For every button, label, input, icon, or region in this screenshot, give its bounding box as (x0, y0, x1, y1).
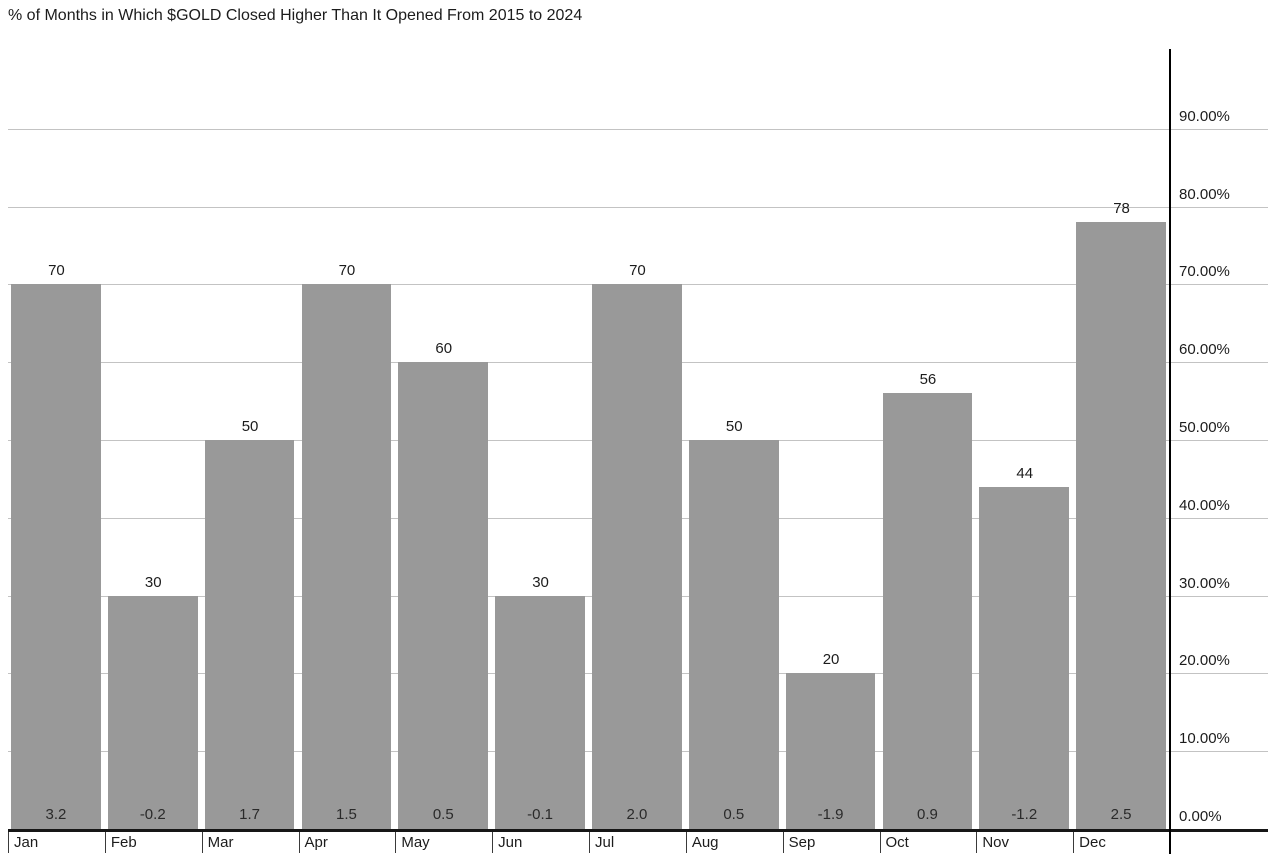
x-axis-tick (395, 832, 397, 853)
bar-footer-value: 1.5 (335, 806, 357, 823)
bar-footer-value: -0.2 (139, 806, 166, 823)
bar (882, 393, 973, 829)
bar-value-label: 60 (435, 340, 453, 358)
bar-footer-value: -1.2 (1011, 806, 1038, 823)
y-axis-label: 80.00% (1179, 185, 1230, 203)
y-axis-label: 20.00% (1179, 652, 1230, 670)
x-axis-label: Dec (1079, 834, 1106, 851)
bar-footer-value: 2.5 (1110, 806, 1132, 823)
bar (107, 595, 198, 829)
x-axis-label: Nov (982, 834, 1010, 851)
bar-value-label: 20 (822, 651, 840, 669)
bar (495, 595, 585, 829)
x-axis-tick (201, 832, 203, 853)
bar (1076, 222, 1166, 829)
x-axis-label: Oct (885, 834, 909, 851)
x-axis-label: May (401, 834, 430, 851)
x-axis-baseline (8, 829, 1268, 832)
y-axis-label: 10.00% (1179, 730, 1230, 748)
x-axis-tick (976, 832, 978, 853)
x-axis-tick (1073, 832, 1075, 853)
x-axis-label: Jul (595, 834, 615, 851)
x-axis-label: Feb (110, 834, 137, 851)
grid-line (8, 206, 1268, 208)
bar-footer-value: 2.0 (626, 806, 648, 823)
y-axis-label: 40.00% (1179, 496, 1230, 514)
x-axis-tick (8, 832, 9, 853)
bar-value-label: 50 (241, 418, 259, 435)
x-axis-label: Jan (14, 834, 39, 851)
bar-value-label: 70 (48, 262, 65, 280)
x-axis-label: Aug (691, 834, 719, 851)
bar-value-label: 30 (144, 573, 162, 591)
x-axis-tick (589, 832, 590, 853)
bar (204, 440, 295, 829)
y-axis-label: 30.00% (1179, 574, 1230, 592)
bar-footer-value: -0.1 (527, 806, 553, 823)
x-axis-tick (492, 832, 494, 853)
y-axis-label: 90.00% (1179, 107, 1230, 125)
bar-footer-value: 3.2 (45, 806, 67, 823)
y-axis-line (1169, 49, 1171, 854)
bar (688, 440, 779, 829)
bar (592, 284, 682, 829)
x-axis-tick (104, 832, 106, 853)
x-axis-label: Sep (788, 834, 816, 851)
bar-footer-value: -1.9 (817, 806, 844, 823)
bar (11, 284, 101, 829)
y-axis-label: 50.00% (1179, 419, 1230, 436)
bar-footer-value: 1.7 (239, 806, 260, 823)
chart-title: % of Months in Which $GOLD Closed Higher… (8, 7, 583, 24)
bar-footer-value: 0.5 (432, 806, 454, 823)
bar-value-label: 44 (1016, 464, 1034, 482)
x-axis-label: Apr (304, 834, 328, 851)
bar (398, 362, 489, 829)
y-axis-label: 0.00% (1179, 808, 1222, 825)
x-axis-tick (298, 832, 300, 853)
x-axis-label: Jun (498, 834, 523, 851)
bar-value-label: 78 (1113, 200, 1130, 218)
bar-value-label: 70 (338, 262, 356, 280)
x-axis-tick (782, 832, 784, 853)
bar (979, 486, 1070, 829)
x-axis-label: Mar (207, 834, 234, 851)
grid-line (8, 128, 1268, 130)
y-axis-label: 60.00% (1179, 341, 1230, 359)
bar-value-label: 50 (725, 418, 743, 435)
bar (301, 284, 392, 829)
bar-footer-value: 0.9 (916, 806, 938, 823)
bar-value-label: 56 (919, 371, 937, 389)
y-axis-label: 70.00% (1179, 263, 1230, 281)
x-axis-tick (685, 832, 687, 853)
bar (785, 673, 876, 829)
bar-value-label: 30 (532, 573, 549, 591)
bar-footer-value: 0.5 (723, 806, 745, 823)
bar-value-label: 70 (629, 262, 646, 280)
x-axis-tick (879, 832, 881, 853)
